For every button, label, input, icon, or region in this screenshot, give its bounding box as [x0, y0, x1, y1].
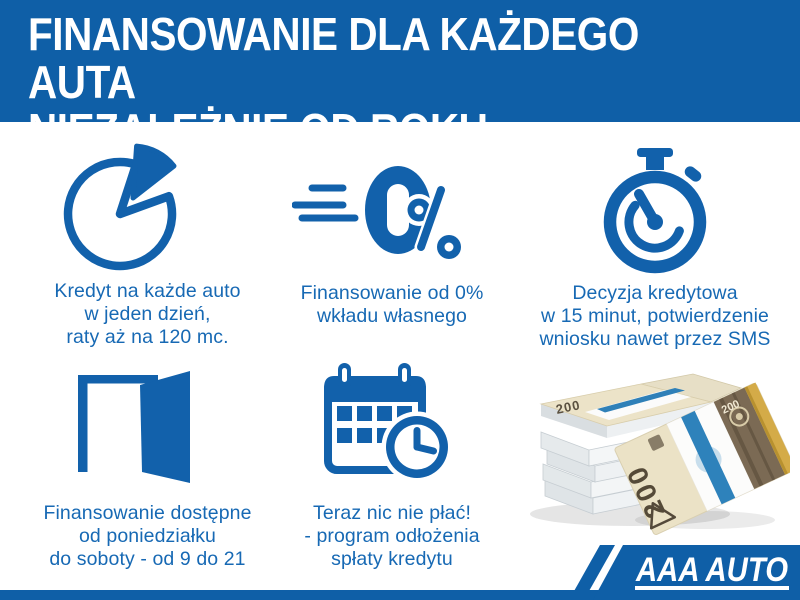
page-title: FINANSOWANIE DLA KAŻDEGO AUTA NIEZALEŻNI…	[28, 8, 639, 202]
bottom-bar	[0, 590, 800, 600]
feature-caption-zero-percent: Finansowanie od 0% wkładu własnego	[300, 282, 484, 327]
money-stacks-photo: 200 200 200	[530, 373, 790, 535]
pie-chart-icon	[63, 143, 177, 271]
feature-caption-deferred-payment: Teraz nic nie płać! - program odłożenia …	[304, 502, 480, 570]
feature-caption-decision: Decyzja kredytowa w 15 minut, potwierdze…	[539, 282, 771, 350]
zero-percent-icon	[292, 166, 461, 259]
feature-caption-opening-hours: Finansowanie dostępne od poniedziałku do…	[43, 502, 252, 570]
feature-caption-credit: Kredyt na każde auto w jeden dzień, raty…	[54, 280, 241, 348]
banknote-value-top: 200	[555, 397, 582, 417]
calendar-clock-icon	[324, 363, 453, 483]
aaa-auto-logo: AAA AUTO	[569, 545, 800, 600]
logo-text: AAA AUTO	[635, 551, 788, 589]
open-door-icon	[78, 371, 190, 483]
header-banner: FINANSOWANIE DLA KAŻDEGO AUTA NIEZALEŻNI…	[0, 0, 800, 202]
stopwatch-icon	[603, 148, 707, 274]
